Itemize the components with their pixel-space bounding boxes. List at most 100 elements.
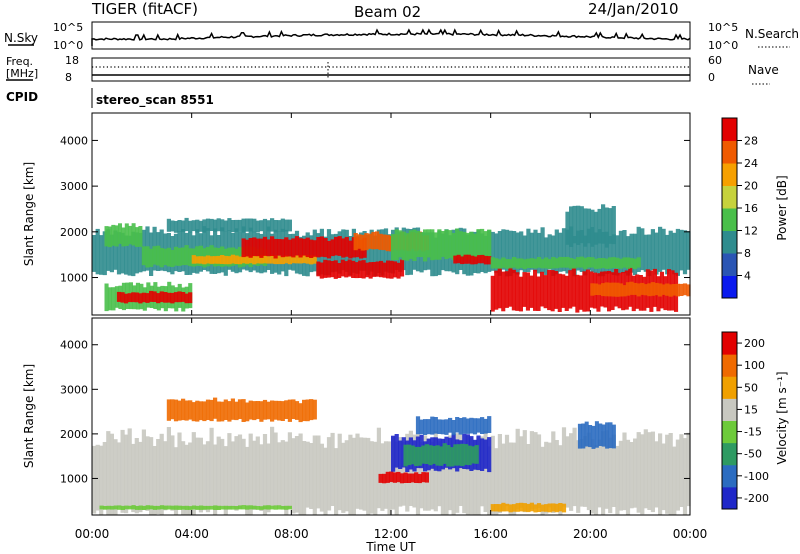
- data-cell: [564, 275, 569, 311]
- data-cell: [579, 256, 584, 268]
- colorbar-tick-label: 24: [744, 157, 758, 170]
- data-cell: [191, 220, 196, 232]
- data-cell: [248, 238, 253, 258]
- data-cell: [625, 282, 631, 296]
- data-cell: [487, 446, 492, 515]
- data-cell: [298, 433, 303, 515]
- data-cell: [643, 284, 648, 296]
- colorbar-tick-label: -200: [744, 492, 769, 505]
- data-cell: [302, 441, 307, 515]
- data-cell: [435, 445, 440, 466]
- data-cell: [458, 231, 463, 260]
- data-cell: [458, 434, 463, 506]
- data-cell: [633, 282, 638, 295]
- data-cell: [588, 425, 593, 448]
- data-cell: [141, 292, 146, 303]
- data-cell: [359, 437, 364, 510]
- data-cell: [536, 276, 541, 311]
- power-colorbar-label: Power [dB]: [775, 175, 789, 240]
- data-cell: [195, 505, 200, 510]
- data-cell: [583, 235, 588, 276]
- data-cell: [604, 207, 609, 248]
- data-cell: [166, 218, 171, 232]
- data-cell: [501, 502, 506, 512]
- data-cell: [184, 293, 189, 304]
- data-cell: [536, 257, 542, 268]
- data-cell: [561, 427, 567, 507]
- colorbar-segment: [722, 185, 737, 209]
- data-cell: [615, 235, 620, 276]
- data-cell: [636, 432, 641, 513]
- data-cell: [654, 232, 659, 275]
- data-cell: [305, 399, 310, 422]
- data-cell: [245, 239, 250, 257]
- data-cell: [494, 270, 499, 310]
- data-cell: [117, 505, 122, 510]
- data-cell: [209, 505, 214, 510]
- velocity-panel: 1000 2000 3000 4000 Slant Range [km] 200 100…: [22, 317, 789, 516]
- data-cell: [412, 229, 417, 261]
- data-cell: [270, 236, 275, 256]
- data-cell: [312, 240, 317, 257]
- data-cell: [389, 260, 394, 279]
- data-cell: [622, 285, 627, 297]
- date-title: 24/Jan/2010: [588, 0, 679, 18]
- data-cell: [590, 439, 595, 514]
- colorbar-segment: [722, 442, 737, 466]
- data-cell: [198, 256, 203, 264]
- data-cell: [494, 448, 499, 515]
- data-cell: [647, 283, 652, 297]
- data-cell: [291, 399, 296, 419]
- data-cell: [407, 444, 412, 466]
- data-cell: [576, 205, 581, 245]
- data-cell: [405, 233, 410, 261]
- data-cell: [209, 399, 214, 422]
- data-cell: [213, 397, 218, 419]
- data-cell: [142, 505, 147, 510]
- power-panel: 1000 2000 3000 4000 Slant Range [km] 4 8 12 16…: [22, 112, 789, 316]
- data-cell: [323, 259, 328, 278]
- data-cell: [156, 245, 161, 266]
- data-cell: [230, 254, 235, 264]
- colorbar-segment: [722, 253, 737, 276]
- noise-panel: N.Sky 10^5 10^0 N.Search 10^5 10^0: [4, 21, 799, 52]
- data-cell: [640, 434, 645, 515]
- data-cell: [465, 418, 470, 434]
- data-cell: [487, 256, 492, 265]
- data-cell: [544, 237, 549, 276]
- data-cell: [576, 257, 581, 268]
- data-cell: [195, 437, 200, 510]
- data-cell: [188, 220, 193, 233]
- data-cell: [107, 226, 112, 248]
- data-cell: [561, 274, 566, 308]
- data-cell: [195, 246, 200, 266]
- noise-sky-line: [91, 28, 691, 46]
- data-cell: [519, 436, 524, 508]
- data-cell: [597, 208, 602, 244]
- data-cell: [145, 246, 150, 268]
- data-cell: [230, 441, 235, 508]
- data-cell: [565, 211, 570, 245]
- data-cell: [544, 441, 549, 514]
- data-cell: [326, 240, 332, 259]
- data-cell: [462, 231, 467, 259]
- data-cell: [654, 441, 659, 508]
- data-cell: [561, 503, 567, 513]
- data-cell: [569, 206, 574, 247]
- data-cell: [497, 268, 502, 309]
- data-cell: [554, 271, 559, 309]
- data-cell: [494, 258, 499, 269]
- data-cell: [590, 209, 595, 247]
- data-cell: [177, 291, 182, 303]
- data-cell: [287, 505, 292, 510]
- data-cell: [449, 447, 454, 467]
- data-cell: [400, 259, 405, 277]
- data-cell: [594, 421, 599, 448]
- data-cell: [518, 276, 523, 312]
- data-cell: [202, 444, 207, 511]
- velocity-data: [92, 397, 691, 515]
- data-cell: [375, 261, 380, 277]
- data-cell: [611, 257, 616, 269]
- data-cell: [319, 262, 324, 279]
- data-cell: [512, 442, 517, 515]
